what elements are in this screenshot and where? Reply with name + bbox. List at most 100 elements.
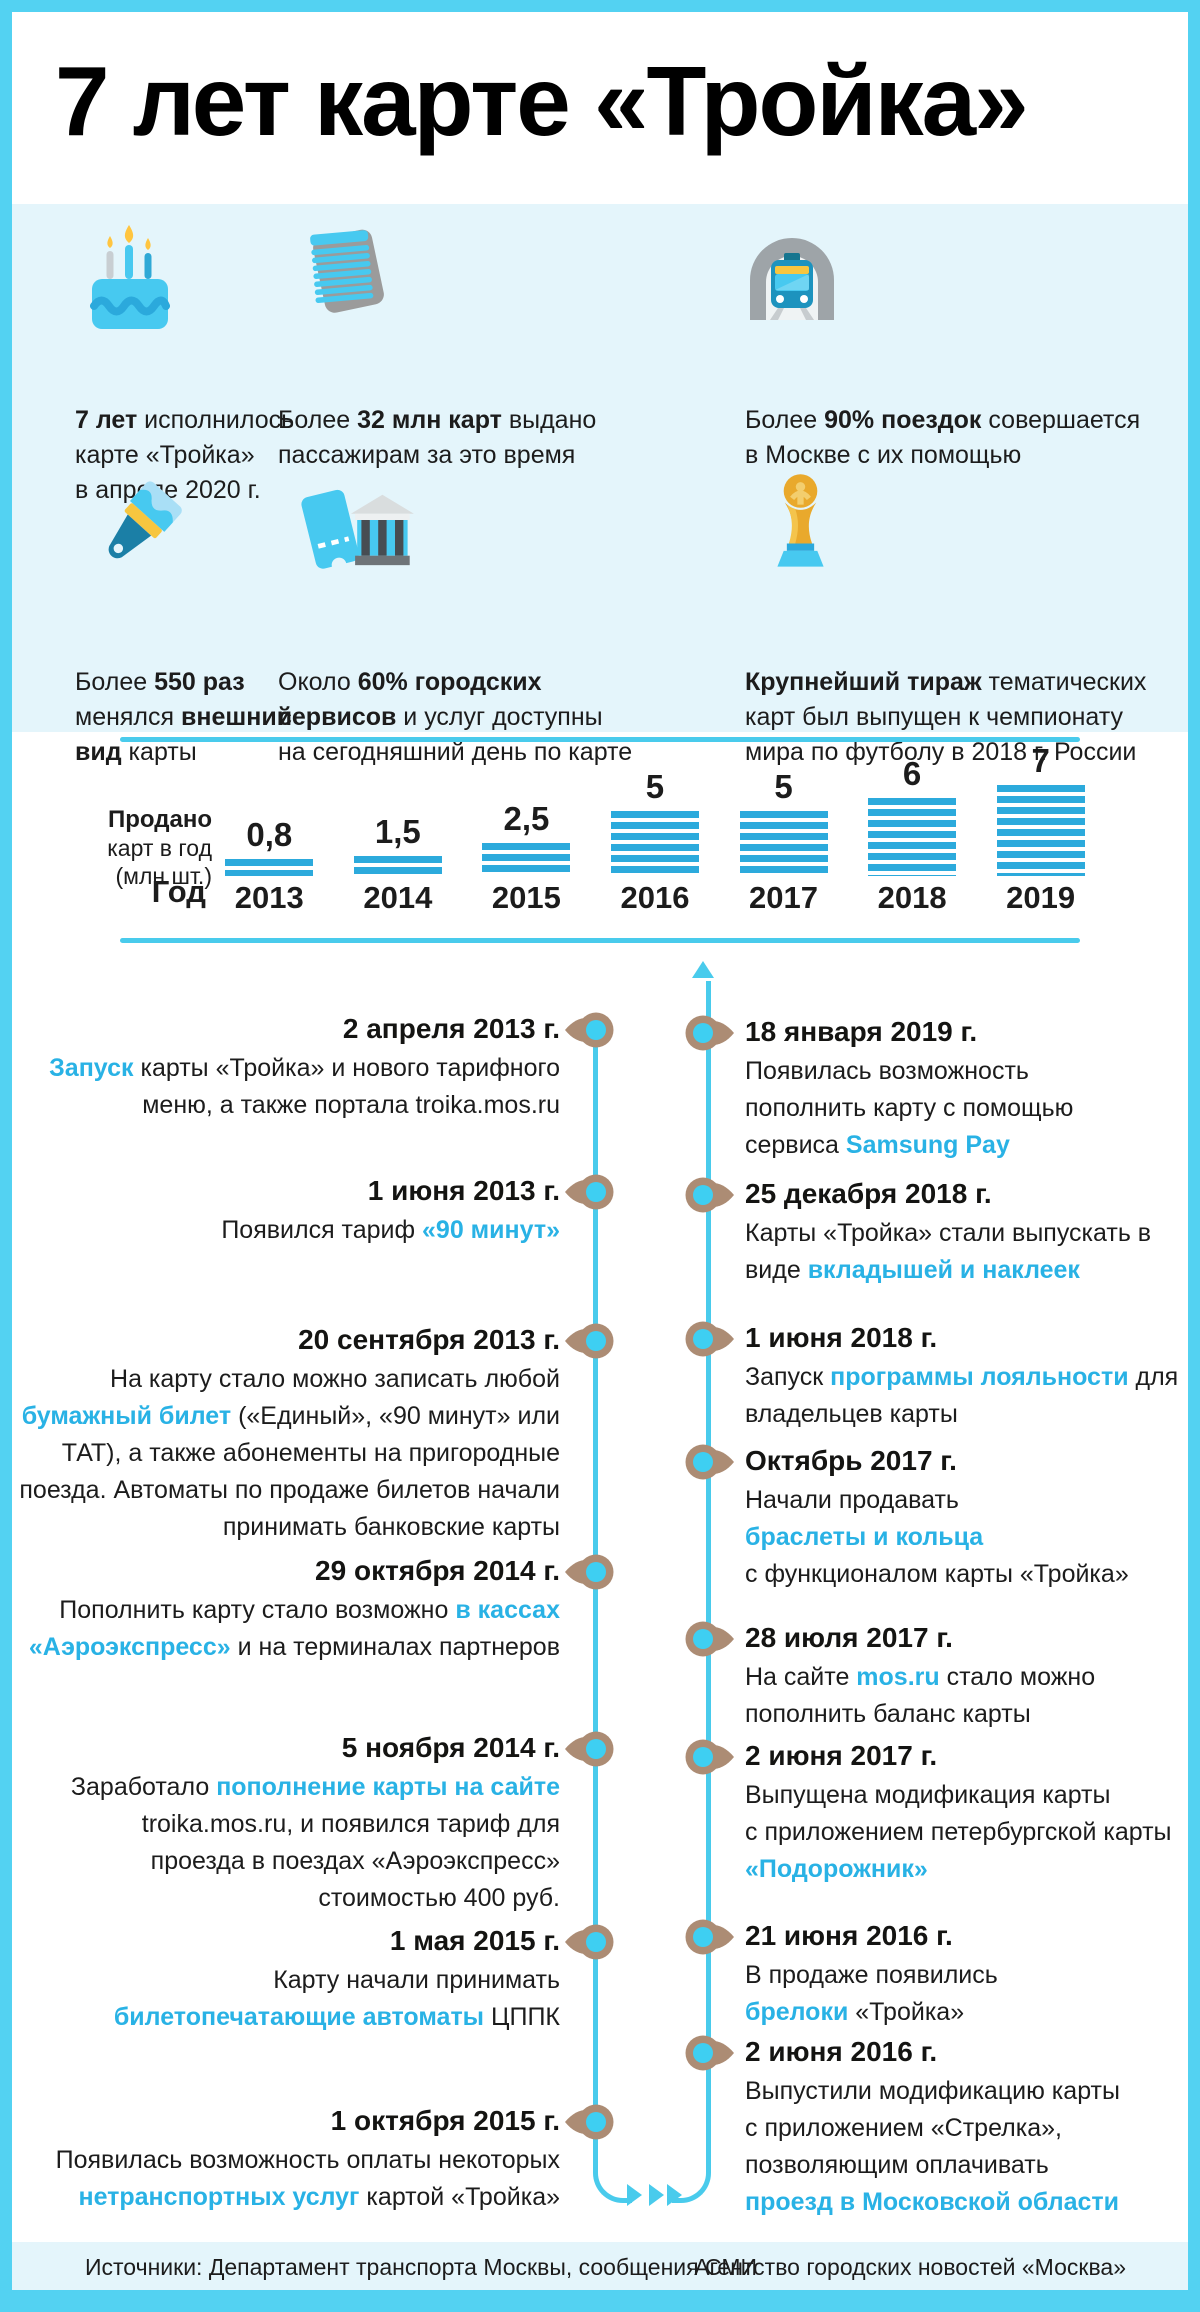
timeline-marker-icon <box>685 1621 734 1657</box>
event-date: 29 октября 2014 г. <box>315 1555 560 1586</box>
bar-2014: 1,5 2014 <box>334 694 463 915</box>
timeline-marker-icon <box>685 1321 734 1357</box>
event-date: 2 июня 2017 г. <box>745 1740 938 1771</box>
bar-year-label: 2017 <box>749 880 819 915</box>
event-text: Карты «Тройка» стали выпускать в виде вк… <box>745 1219 1152 1284</box>
timeline-arrow-up-icon <box>692 961 714 978</box>
footer-agency: Агентство городских новостей «Москва» <box>694 2254 1126 2280</box>
event-text: Заработало пополнение карты на сайте tro… <box>70 1773 560 1912</box>
bar-chart: 0,8 2013 1,5 2014 2,5 2015 5 2016 5 2017… <box>205 694 1105 915</box>
timeline-marker-icon <box>685 1444 734 1480</box>
timeline-event: 5 ноября 2014 г. Заработало пополнение к… <box>0 1727 560 1917</box>
fact-city-services: Около 60% городских сервисов и услуг дос… <box>278 668 633 766</box>
event-text: На сайте mos.ru стало можно пополнить ба… <box>745 1663 1096 1728</box>
event-date: 20 сентября 2013 г. <box>298 1324 560 1355</box>
event-text: Запуск программы лояльности для владельц… <box>745 1363 1179 1428</box>
timeline-event: 25 декабря 2018 г. Карты «Тройка» стали … <box>745 1173 1195 1289</box>
timeline-marker-icon <box>565 1012 614 1048</box>
timeline-event: 20 сентября 2013 г. На карту стало можно… <box>0 1319 560 1546</box>
page-title: 7 лет карте «Тройка» <box>55 46 1029 156</box>
footer-sources: Источники: Департамент транспорта Москвы… <box>85 2254 758 2280</box>
event-date: 1 мая 2015 г. <box>389 1925 560 1956</box>
timeline-marker-icon <box>685 1919 734 1955</box>
chart-x-axis-label: Год <box>151 874 206 909</box>
event-text: Выпустили модификацию карты с приложение… <box>745 2077 1120 2216</box>
fact-cards-issued: Более 32 млн карт выдано пассажирам за э… <box>278 406 597 469</box>
event-date: 28 июля 2017 г. <box>745 1622 953 1653</box>
bar-value-label: 2,5 <box>503 800 550 837</box>
timeline-marker-icon <box>565 2104 614 2140</box>
bar-year-label: 2016 <box>620 880 690 915</box>
bar-2016: 5 2016 <box>591 694 720 915</box>
event-date: 18 января 2019 г. <box>745 1016 978 1047</box>
event-text: Запуск карты «Тройка» и нового тарифного… <box>49 1054 560 1119</box>
timeline-marker-icon <box>565 1323 614 1359</box>
timeline-event: 1 октября 2015 г. Появилась возможность … <box>0 2100 560 2216</box>
event-date: 2 июня 2016 г. <box>745 2036 938 2067</box>
event-text: Пополнить карту стало возможно в кассах … <box>28 1596 560 1661</box>
fact-trips-share: Более 90% поездок совершается в Москве с… <box>745 406 1141 469</box>
event-date: Октябрь 2017 г. <box>745 1445 957 1476</box>
event-date: 5 ноября 2014 г. <box>341 1732 560 1763</box>
timeline-event: 21 июня 2016 г. В продаже появились брел… <box>745 1915 1195 2031</box>
event-date: 2 апреля 2013 г. <box>342 1013 560 1044</box>
fact-largest-edition: Крупнейший тираж тематических карт был в… <box>745 668 1147 766</box>
bar-rect <box>868 798 957 876</box>
event-date: 1 октября 2015 г. <box>330 2105 560 2136</box>
ticket-and-building-icon <box>301 489 414 573</box>
event-text: На карту стало можно записать любой бума… <box>19 1365 560 1541</box>
bar-rect <box>739 811 828 876</box>
bar-rect <box>610 811 699 876</box>
timeline-event: 1 июня 2018 г. Запуск программы лояльнос… <box>745 1317 1195 1433</box>
bar-2013: 0,8 2013 <box>205 694 334 915</box>
event-text: Появился тариф «90 минут» <box>221 1216 560 1244</box>
bar-value-label: 1,5 <box>374 813 421 850</box>
timeline-marker-icon <box>565 1731 614 1767</box>
timeline-marker-icon <box>685 1739 734 1775</box>
bar-rect <box>996 785 1085 876</box>
event-text: Появилась возможность оплаты некоторых н… <box>55 2146 560 2211</box>
timeline-chevron-icon <box>667 2184 682 2206</box>
timeline-marker-icon <box>565 1554 614 1590</box>
world-cup-trophy-icon <box>777 474 824 567</box>
bar-year-label: 2015 <box>491 880 561 915</box>
event-text: Выпущена модификация карты с приложением… <box>745 1781 1172 1883</box>
bar-year-label: 2018 <box>877 880 947 915</box>
timeline-marker-icon <box>565 1174 614 1210</box>
fact-anniversary: 7 лет исполнилось карте «Тройка» в апрел… <box>75 406 295 504</box>
bar-value-label: 7 <box>1031 742 1050 779</box>
timeline-event: Октябрь 2017 г. Начали продавать браслет… <box>745 1440 1195 1593</box>
paintbrush-icon <box>108 481 182 559</box>
chart-y-axis-label: Продано карт в год (млн шт.) <box>107 806 212 889</box>
timeline-marker-icon <box>685 1015 734 1051</box>
timeline-arrow-right-icon <box>627 2184 642 2206</box>
birthday-cake-icon <box>90 225 170 329</box>
bar-rect <box>482 843 571 876</box>
timeline-event: 1 июня 2013 г. Появился тариф «90 минут» <box>0 1170 560 1249</box>
event-text: Карту начали принимать билетопечатающие … <box>113 1966 560 2031</box>
bar-value-label: 0,8 <box>246 816 293 853</box>
timeline: 2 апреля 2013 г. Запуск карты «Тройка» и… <box>0 945 1200 2255</box>
divider-top <box>120 737 1080 742</box>
event-date: 1 июня 2013 г. <box>367 1175 560 1206</box>
timeline-event: 2 июня 2016 г. Выпустили модификацию кар… <box>745 2031 1195 2221</box>
bar-2017: 5 2017 <box>719 694 848 915</box>
bar-value-label: 6 <box>902 755 922 792</box>
timeline-marker-icon <box>685 2035 734 2071</box>
event-date: 1 июня 2018 г. <box>745 1322 938 1353</box>
timeline-marker-icon <box>565 1924 614 1960</box>
bar-2019: 7 2019 <box>976 694 1105 915</box>
event-text: Начали продавать браслеты и кольца с фун… <box>745 1486 1129 1588</box>
bar-year-label: 2019 <box>1006 880 1076 915</box>
fact-design-changes: Более 550 раз менялся внешний вид карты <box>75 668 293 766</box>
timeline-event: 28 июля 2017 г. На сайте mos.ru стало мо… <box>745 1617 1195 1733</box>
timeline-event: 2 июня 2017 г. Выпущена модификация карт… <box>745 1735 1195 1888</box>
bar-value-label: 5 <box>645 768 665 805</box>
timeline-event: 18 января 2019 г. Появилась возможность … <box>745 1011 1195 1164</box>
bar-2015: 2,5 2015 <box>462 694 591 915</box>
divider-bottom <box>120 938 1080 943</box>
bar-rect <box>353 856 442 876</box>
timeline-marker-icon <box>685 1177 734 1213</box>
bar-value-label: 5 <box>774 768 793 805</box>
timeline-event: 1 мая 2015 г. Карту начали принимать бил… <box>0 1920 560 2036</box>
